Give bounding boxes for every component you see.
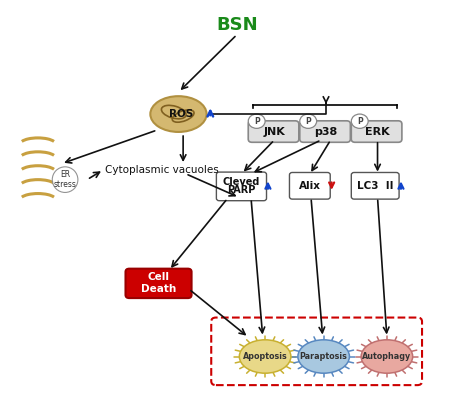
Text: ER
stress: ER stress bbox=[54, 170, 76, 189]
Text: P: P bbox=[254, 117, 260, 126]
Text: Autophagy: Autophagy bbox=[362, 352, 411, 361]
FancyBboxPatch shape bbox=[300, 121, 350, 142]
FancyBboxPatch shape bbox=[351, 172, 399, 199]
Ellipse shape bbox=[150, 96, 207, 132]
Text: Alix: Alix bbox=[299, 181, 320, 191]
Text: PARP: PARP bbox=[228, 185, 256, 195]
FancyBboxPatch shape bbox=[126, 269, 191, 298]
FancyBboxPatch shape bbox=[351, 121, 402, 142]
Text: Cell
Death: Cell Death bbox=[141, 272, 176, 294]
Text: Cytoplasmic vacuoles: Cytoplasmic vacuoles bbox=[105, 165, 219, 175]
Text: ROS: ROS bbox=[169, 109, 193, 119]
Circle shape bbox=[248, 114, 265, 129]
Text: JNK: JNK bbox=[264, 127, 285, 137]
Circle shape bbox=[351, 114, 368, 129]
Text: Paraptosis: Paraptosis bbox=[300, 352, 347, 361]
Text: P: P bbox=[305, 117, 311, 126]
Text: p38: p38 bbox=[314, 127, 337, 137]
FancyBboxPatch shape bbox=[290, 172, 330, 199]
Ellipse shape bbox=[361, 340, 413, 373]
Text: Cleved: Cleved bbox=[223, 177, 260, 187]
Text: LC3  II: LC3 II bbox=[357, 181, 393, 191]
Ellipse shape bbox=[239, 340, 291, 373]
Ellipse shape bbox=[298, 340, 349, 373]
Circle shape bbox=[300, 114, 317, 129]
Text: ERK: ERK bbox=[365, 127, 390, 137]
Text: Apoptosis: Apoptosis bbox=[243, 352, 288, 361]
Text: P: P bbox=[357, 117, 363, 126]
FancyBboxPatch shape bbox=[248, 121, 299, 142]
FancyBboxPatch shape bbox=[217, 172, 266, 201]
Text: BSN: BSN bbox=[216, 16, 258, 33]
